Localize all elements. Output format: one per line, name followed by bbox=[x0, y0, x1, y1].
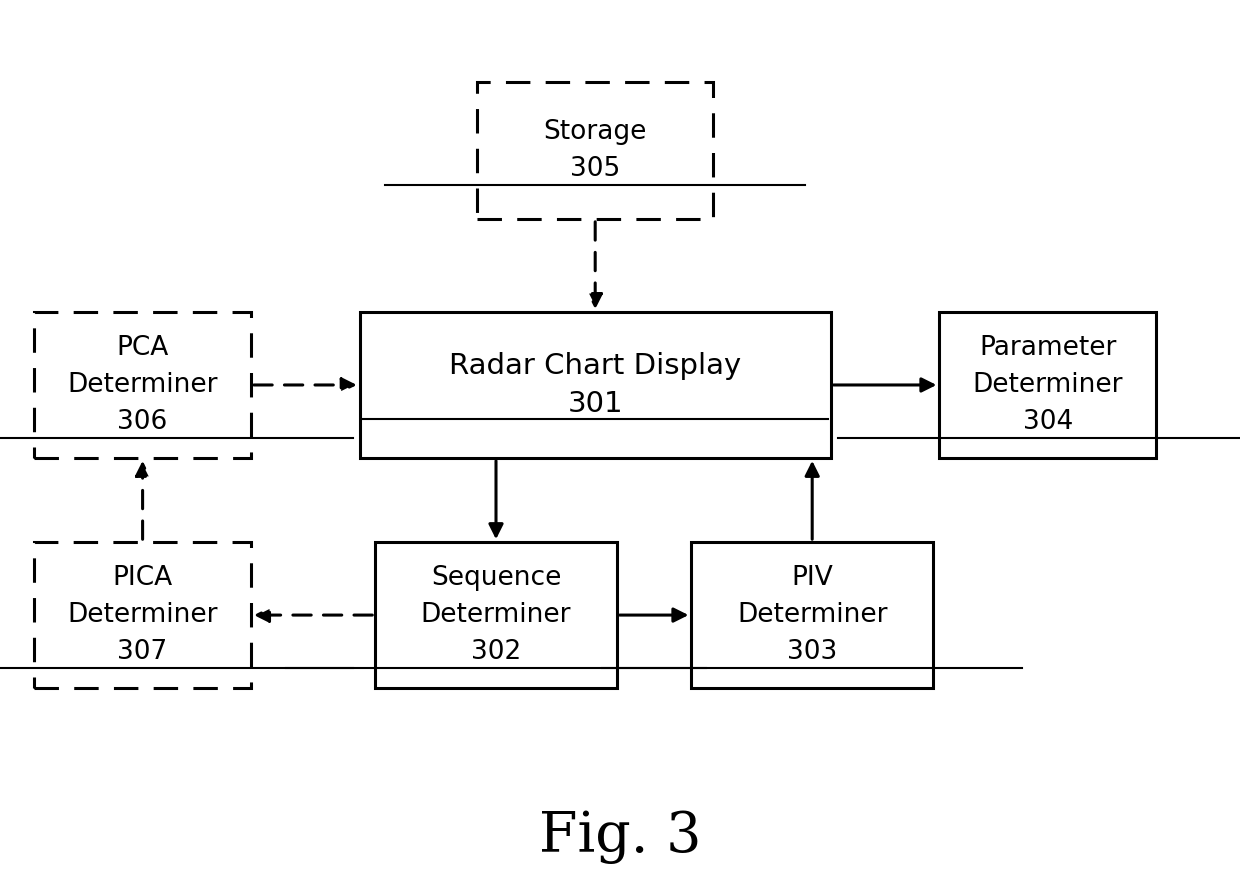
Text: Determiner: Determiner bbox=[737, 602, 888, 628]
Text: 306: 306 bbox=[118, 409, 167, 435]
Text: 301: 301 bbox=[568, 389, 622, 418]
Text: Fig. 3: Fig. 3 bbox=[538, 809, 702, 864]
Text: Determiner: Determiner bbox=[420, 602, 572, 628]
Text: Determiner: Determiner bbox=[972, 372, 1123, 398]
Bar bbox=[374, 542, 618, 689]
Bar bbox=[692, 542, 932, 689]
Text: 305: 305 bbox=[570, 156, 620, 182]
Text: Determiner: Determiner bbox=[67, 372, 218, 398]
Text: PIV: PIV bbox=[791, 565, 833, 591]
Text: Sequence: Sequence bbox=[430, 565, 562, 591]
Text: PCA: PCA bbox=[117, 335, 169, 361]
Bar bbox=[940, 312, 1156, 458]
Text: Radar Chart Display: Radar Chart Display bbox=[449, 352, 742, 381]
Text: 303: 303 bbox=[787, 639, 837, 666]
Text: Parameter: Parameter bbox=[980, 335, 1116, 361]
Bar bbox=[35, 542, 250, 689]
Text: 302: 302 bbox=[471, 639, 521, 666]
Text: 307: 307 bbox=[118, 639, 167, 666]
Text: Storage: Storage bbox=[543, 119, 647, 145]
Bar bbox=[35, 312, 250, 458]
Text: PICA: PICA bbox=[113, 565, 172, 591]
Text: Determiner: Determiner bbox=[67, 602, 218, 628]
Bar bbox=[360, 312, 831, 458]
Text: 304: 304 bbox=[1023, 409, 1073, 435]
Bar bbox=[477, 81, 713, 219]
